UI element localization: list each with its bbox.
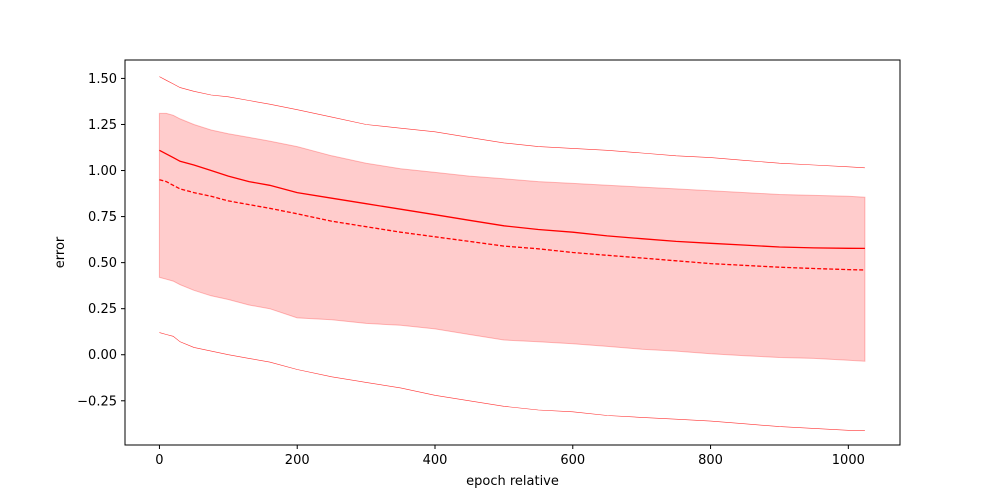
y-axis-label: error [53,236,68,268]
series-line-dashed [159,179,865,271]
x-tick-label: 0 [155,453,163,468]
axes-frame [124,59,901,446]
y-tick-label: 0.75 [88,210,117,225]
x-tick-label: 800 [698,453,723,468]
x-tick-label: 200 [285,453,310,468]
outer-band-upper-line [159,76,865,169]
y-tick-label: 0.00 [88,348,117,363]
x-tick-label: 1000 [832,453,865,468]
x-axis-label: epoch relative [466,474,559,489]
y-tick-label: 1.50 [88,72,117,87]
y-tick-label: 1.00 [88,164,117,179]
outer-band-lower-line [159,332,865,431]
y-tick-label: 1.25 [88,118,117,133]
y-tick-label: −0.25 [77,394,117,409]
x-tick-label: 400 [423,453,448,468]
series-line-solid [159,149,865,250]
y-axis: −0.25 0.00 0.25 0.50 0.75 1.00 1.25 1.50 [77,72,125,409]
x-axis: 0 200 400 600 800 1000 [155,445,865,468]
inner-band [158,112,866,362]
plot-area [158,76,866,431]
x-tick-label: 600 [560,453,585,468]
y-tick-label: 0.50 [88,256,117,271]
y-tick-label: 0.25 [88,302,117,317]
